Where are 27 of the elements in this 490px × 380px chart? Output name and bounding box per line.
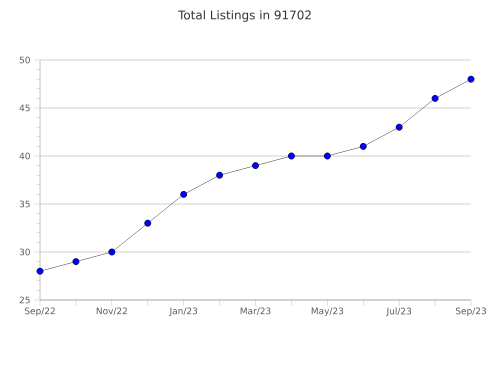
- point: [252, 162, 259, 170]
- x-tick-label: Mar/23: [240, 308, 270, 315]
- point: [468, 76, 474, 83]
- y-tick-label: 30: [20, 248, 30, 256]
- x-tick-label: Sep/22: [24, 308, 55, 316]
- x-tick-label: Jul/23: [386, 308, 412, 316]
- x-tick-label: Nov/22: [96, 308, 127, 315]
- point: [180, 190, 188, 198]
- y-tick-label: 25: [20, 296, 30, 304]
- point: [36, 268, 44, 275]
- point: [288, 152, 295, 160]
- y-tick-label: 35: [20, 200, 30, 208]
- point: [72, 258, 80, 266]
- y-tick-label: 50: [20, 56, 30, 64]
- x-tick-label: Jan/23: [169, 308, 198, 316]
- point: [216, 172, 224, 179]
- point: [324, 152, 331, 160]
- point: [360, 142, 367, 150]
- x-tick-label: May/23: [312, 308, 344, 316]
- y-tick-label: 45: [20, 104, 30, 112]
- point: [396, 124, 403, 131]
- point: [108, 248, 116, 256]
- x-tick-label: Sep/23: [456, 308, 486, 316]
- point: [432, 94, 439, 102]
- point: [144, 220, 152, 227]
- chart-title: Total Listings in 91702: [178, 10, 311, 22]
- y-tick-label: 40: [20, 152, 30, 160]
